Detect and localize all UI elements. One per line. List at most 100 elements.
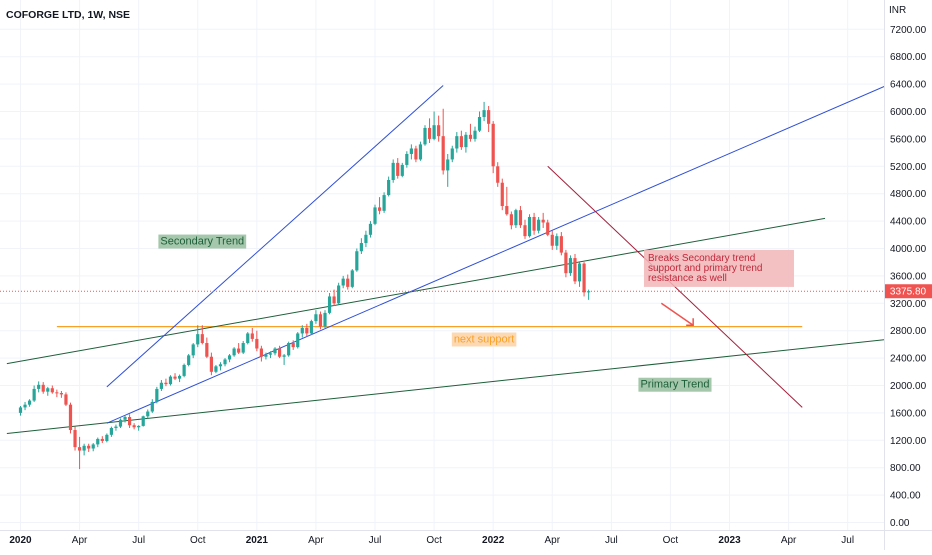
candle-body [268, 353, 273, 355]
y-tick-label: 6800.00 [890, 52, 927, 63]
candle-body [564, 252, 568, 274]
candle-body [414, 148, 418, 160]
candle-body [287, 343, 291, 356]
breaks-note-line: support and primary trend [648, 263, 763, 274]
candle-body [191, 344, 195, 356]
candle-body [418, 144, 423, 160]
candle-body [323, 312, 327, 327]
x-tick-label: Apr [781, 535, 797, 546]
candle-body [96, 438, 100, 445]
candle-body [41, 384, 45, 392]
candle-body [159, 382, 163, 389]
candle-body [237, 348, 241, 353]
candle-body [350, 270, 354, 287]
candle-body [273, 348, 277, 354]
candle-body [518, 210, 523, 226]
candle-body [500, 182, 504, 207]
y-tick-label: 5600.00 [890, 134, 927, 145]
primary-trend-label-bg [638, 377, 712, 392]
candle-body [455, 136, 459, 149]
candle-body [509, 214, 513, 226]
candle-body [368, 223, 373, 235]
candle-body [305, 327, 309, 334]
candle-body [527, 216, 532, 237]
candles [18, 101, 591, 470]
x-tick-label: Jul [132, 535, 145, 546]
y-tick-label: 400.00 [890, 491, 921, 502]
last-price-tag [885, 284, 932, 299]
candle-body [291, 343, 295, 348]
primary-trend-label: Primary Trend [640, 379, 709, 391]
candle-body [537, 219, 541, 231]
candle-body [546, 222, 550, 235]
candle-body [450, 148, 454, 160]
candle-body [346, 278, 350, 287]
candle-body [477, 116, 482, 131]
x-tick-label: Oct [190, 535, 206, 546]
candle-body [59, 393, 64, 395]
x-tick-label: Jul [841, 535, 854, 546]
candle-body [587, 291, 591, 293]
candle-body [68, 404, 73, 431]
breaks-note-bg [643, 249, 794, 287]
y-tick-label: 2000.00 [890, 381, 927, 392]
candle-body [437, 125, 441, 137]
candle-body [441, 136, 445, 171]
candle-body [246, 333, 250, 344]
candle-body [300, 327, 304, 334]
candle-body [218, 364, 223, 367]
candle-body [27, 400, 32, 405]
candle-body [314, 314, 318, 322]
candle-body [196, 334, 200, 345]
candle-body [105, 434, 109, 441]
candle-body [382, 195, 386, 211]
x-tick-label: Apr [308, 535, 324, 546]
x-tick-label: Apr [544, 535, 560, 546]
candle-body [473, 130, 477, 139]
primary-trend-line [6, 339, 884, 434]
candle-body [405, 153, 409, 165]
candle-body [214, 366, 218, 372]
candle-body [177, 375, 182, 379]
x-tick-label: Apr [72, 535, 88, 546]
candle-body [555, 236, 559, 246]
y-tick-label: 4000.00 [890, 244, 927, 255]
candle-body [82, 445, 86, 451]
y-tick-label: 6400.00 [890, 80, 927, 91]
candle-body [296, 333, 300, 348]
secondary-channel-lower-line [106, 86, 884, 424]
candle-body [487, 110, 491, 124]
candle-body [505, 206, 509, 215]
candle-body [359, 243, 363, 252]
y-tick-label: 3200.00 [890, 299, 927, 310]
candle-body [55, 392, 59, 394]
currency-label: INR [889, 5, 907, 16]
y-tick-label: 4800.00 [890, 189, 927, 200]
candle-body [559, 236, 563, 253]
candle-body [387, 180, 391, 196]
candle-body [46, 388, 50, 392]
x-tick-label: Jul [605, 535, 618, 546]
candle-body [91, 444, 95, 449]
candle-body [205, 343, 209, 357]
y-tick-label: 5200.00 [890, 162, 927, 173]
candle-body [364, 234, 368, 244]
candle-body [223, 359, 227, 365]
candle-body [109, 427, 113, 435]
candle-body [250, 333, 254, 339]
candle-body [337, 285, 341, 304]
x-tick-label: Oct [663, 535, 679, 546]
y-tick-label: 1600.00 [890, 408, 927, 419]
symbol-title: COFORGE LTD, 1W, NSE [6, 9, 131, 21]
candle-body [18, 407, 23, 413]
candle-body [409, 148, 413, 154]
candle-body [514, 210, 518, 226]
candle-body [164, 382, 168, 385]
x-tick-label: Jul [369, 535, 382, 546]
candle-body [73, 430, 77, 448]
candle-body [155, 388, 159, 402]
trend-lines[interactable] [0, 81, 898, 434]
